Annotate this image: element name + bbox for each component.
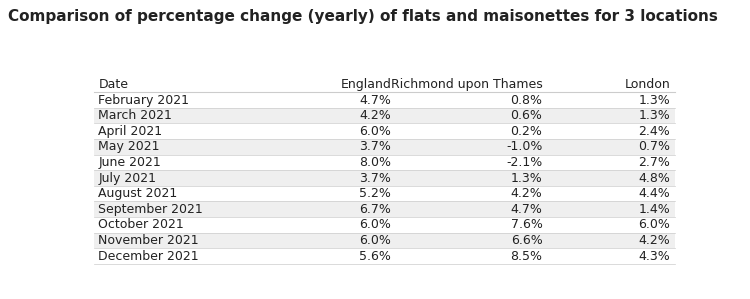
- Bar: [94, 155, 675, 170]
- Text: London: London: [625, 78, 670, 91]
- Text: 8.5%: 8.5%: [511, 249, 542, 263]
- Text: 1.3%: 1.3%: [511, 172, 542, 184]
- Bar: [94, 108, 675, 123]
- Text: 4.7%: 4.7%: [359, 94, 392, 106]
- Text: 4.2%: 4.2%: [359, 109, 392, 122]
- Bar: [94, 202, 675, 217]
- Text: 4.2%: 4.2%: [511, 187, 542, 200]
- Text: England: England: [340, 78, 392, 91]
- Text: 2.4%: 2.4%: [638, 125, 670, 138]
- Text: -2.1%: -2.1%: [506, 156, 542, 169]
- Text: April 2021: April 2021: [98, 125, 163, 138]
- Text: July 2021: July 2021: [98, 172, 157, 184]
- Bar: [94, 186, 675, 202]
- Text: 6.6%: 6.6%: [511, 234, 542, 247]
- Text: 1.3%: 1.3%: [638, 94, 670, 106]
- Text: 4.3%: 4.3%: [638, 249, 670, 263]
- Text: 0.2%: 0.2%: [511, 125, 542, 138]
- Text: 5.2%: 5.2%: [359, 187, 392, 200]
- Text: 4.4%: 4.4%: [638, 187, 670, 200]
- Bar: [94, 233, 675, 248]
- Text: 6.0%: 6.0%: [359, 218, 392, 231]
- Text: November 2021: November 2021: [98, 234, 199, 247]
- Text: May 2021: May 2021: [98, 140, 160, 153]
- Bar: [94, 248, 675, 264]
- Text: 6.0%: 6.0%: [638, 218, 670, 231]
- Bar: [94, 217, 675, 233]
- Text: 3.7%: 3.7%: [359, 172, 392, 184]
- Text: June 2021: June 2021: [98, 156, 161, 169]
- Text: 6.7%: 6.7%: [359, 203, 392, 216]
- Bar: [94, 170, 675, 186]
- Text: 1.3%: 1.3%: [638, 109, 670, 122]
- Text: 2.7%: 2.7%: [638, 156, 670, 169]
- Text: -1.0%: -1.0%: [506, 140, 542, 153]
- Text: 6.0%: 6.0%: [359, 234, 392, 247]
- Text: March 2021: March 2021: [98, 109, 172, 122]
- Text: February 2021: February 2021: [98, 94, 190, 106]
- Text: 7.6%: 7.6%: [511, 218, 542, 231]
- Text: December 2021: December 2021: [98, 249, 199, 263]
- Text: 1.4%: 1.4%: [638, 203, 670, 216]
- Text: August 2021: August 2021: [98, 187, 178, 200]
- Text: 0.8%: 0.8%: [511, 94, 542, 106]
- Text: Richmond upon Thames: Richmond upon Thames: [391, 78, 542, 91]
- Bar: [94, 123, 675, 139]
- Text: Date: Date: [98, 78, 128, 91]
- Text: 3.7%: 3.7%: [359, 140, 392, 153]
- Text: September 2021: September 2021: [98, 203, 203, 216]
- Text: October 2021: October 2021: [98, 218, 184, 231]
- Text: 0.7%: 0.7%: [638, 140, 670, 153]
- Bar: [94, 92, 675, 108]
- Text: 5.6%: 5.6%: [359, 249, 392, 263]
- Text: 0.6%: 0.6%: [511, 109, 542, 122]
- Text: 4.2%: 4.2%: [638, 234, 670, 247]
- Text: 4.7%: 4.7%: [511, 203, 542, 216]
- Text: 4.8%: 4.8%: [638, 172, 670, 184]
- Text: Comparison of percentage change (yearly) of flats and maisonettes for 3 location: Comparison of percentage change (yearly)…: [8, 9, 717, 24]
- Text: 6.0%: 6.0%: [359, 125, 392, 138]
- Text: 8.0%: 8.0%: [359, 156, 392, 169]
- Bar: [94, 139, 675, 155]
